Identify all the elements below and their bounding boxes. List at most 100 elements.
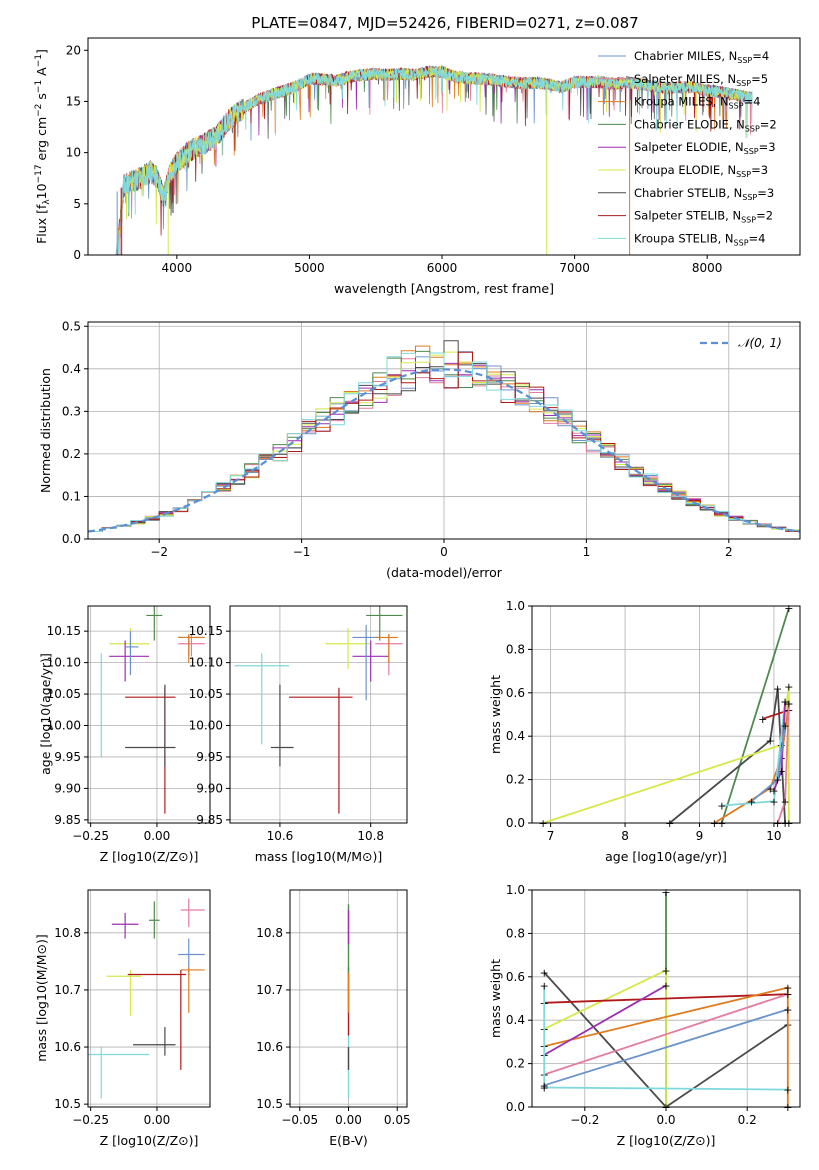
weight-marker: + [540, 966, 549, 979]
y-tick-label: 0.2 [506, 773, 525, 787]
x-tick-label: −0.2 [570, 1113, 599, 1127]
weight-line [773, 701, 786, 791]
y-tick-label: 10.15 [189, 624, 223, 638]
x-tick-label: 7000 [559, 261, 590, 275]
y-axis-label: mass weight [488, 675, 503, 754]
y-tick-label: 10.05 [189, 687, 223, 701]
x-tick-label: 0.00 [144, 1113, 171, 1127]
x-tick-label: 0.0 [656, 1113, 675, 1127]
axes-frame [229, 605, 408, 824]
y-tick-label: 10.05 [47, 687, 81, 701]
x-tick-label: 7 [547, 829, 555, 843]
x-tick-label: 1 [583, 545, 591, 559]
y-tick-label: 1.0 [506, 883, 525, 897]
x-tick-label: 6000 [427, 261, 458, 275]
weight-line [543, 1008, 789, 1087]
x-tick-label: 8000 [692, 261, 723, 275]
weight-marker: + [773, 682, 782, 695]
figure-title: PLATE=0847, MJD=52426, FIBERID=0271, z=0… [251, 14, 638, 32]
axes-frame [87, 37, 801, 256]
x-tick-label: 0 [440, 545, 448, 559]
y-tick-label: 9.90 [54, 781, 81, 795]
weight-marker: + [777, 739, 786, 752]
x-tick-label: −0.05 [281, 1113, 318, 1127]
x-tick-label: 0.2 [738, 1113, 757, 1127]
weight-line [543, 993, 789, 1076]
y-tick-label: 0.4 [62, 362, 81, 376]
y-tick-label: 10.5 [256, 1097, 283, 1111]
x-tick-label: 8 [621, 829, 629, 843]
y-tick-label: 10.10 [189, 656, 223, 670]
y-tick-label: 1.0 [506, 599, 525, 613]
weight-line [751, 725, 786, 802]
axes-frame [87, 605, 211, 824]
legend-label: Salpeter STELIB, NSSP=2 [634, 209, 773, 225]
y-tick-label: 0.0 [506, 816, 525, 830]
x-axis-label: Z [log10(Z/Z⊙)] [617, 1133, 716, 1148]
y-tick-label: 0.3 [62, 404, 81, 418]
y-tick-label: 5 [73, 197, 81, 211]
weight-line [543, 985, 788, 1091]
legend-label: Chabrier MILES, NSSP=4 [634, 49, 769, 65]
weight-marker: + [783, 982, 792, 995]
weight-marker: + [661, 886, 670, 899]
weight-marker: + [766, 782, 775, 795]
x-tick-label: 0.00 [335, 1113, 362, 1127]
weight-line [543, 984, 667, 1056]
weight-marker: + [783, 1003, 792, 1016]
y-tick-label: 10.5 [54, 1097, 81, 1111]
y-tick-label: 9.85 [196, 813, 223, 827]
x-tick-label: 2 [725, 545, 733, 559]
y-tick-label: 0.0 [506, 1100, 525, 1114]
weight-marker: + [747, 795, 756, 808]
weight-marker: + [784, 680, 793, 693]
y-tick-label: 10.8 [54, 926, 81, 940]
x-axis-label: E(B-V) [329, 1133, 368, 1148]
x-tick-label: −2 [150, 545, 168, 559]
weight-marker: + [781, 719, 790, 732]
weight-marker: + [540, 1081, 549, 1094]
y-tick-label: 0.2 [62, 447, 81, 461]
y-tick-label: 0.1 [62, 489, 81, 503]
x-tick-label: 0.05 [384, 1113, 411, 1127]
axes-frame [87, 889, 211, 1108]
weight-marker: + [777, 765, 786, 778]
x-tick-label: 10.6 [267, 829, 294, 843]
x-tick-label: 9 [696, 829, 704, 843]
x-tick-label: −0.25 [72, 1113, 109, 1127]
y-tick-label: 20 [66, 43, 81, 57]
y-axis-label: Flux [fλ10−17 erg cm−2 s−1 A−1] [34, 49, 52, 244]
y-tick-label: 0.0 [62, 532, 81, 546]
weight-marker: + [717, 800, 726, 813]
weight-marker: + [540, 1079, 549, 1092]
legend-label: Chabrier STELIB, NSSP=3 [634, 186, 774, 202]
y-tick-label: 9.95 [54, 750, 81, 764]
weight-marker: + [781, 795, 790, 808]
legend-label: Kroupa ELODIE, NSSP=3 [634, 163, 768, 179]
x-axis-label: (data-model)/error [386, 565, 503, 580]
y-tick-label: 0.5 [62, 319, 81, 333]
weight-line [543, 968, 667, 1107]
axes-frame [531, 605, 801, 824]
x-axis-label: Z [log10(Z/Z⊙)] [100, 1133, 199, 1148]
y-tick-label: 9.85 [54, 813, 81, 827]
x-tick-label: 4000 [162, 261, 193, 275]
y-tick-label: 0 [73, 248, 81, 262]
y-tick-label: 0.8 [506, 926, 525, 940]
x-tick-label: −0.25 [72, 829, 109, 843]
y-tick-label: 10.7 [54, 983, 81, 997]
weight-marker: + [784, 698, 793, 711]
legend-label: Kroupa MILES, NSSP=4 [634, 95, 760, 111]
y-tick-label: 10.10 [47, 656, 81, 670]
weight-marker: + [781, 695, 790, 708]
y-tick-label: 9.95 [196, 750, 223, 764]
y-tick-label: 10.6 [256, 1040, 283, 1054]
legend-label: Chabrier ELODIE, NSSP=2 [634, 117, 777, 133]
weight-marker: + [783, 1084, 792, 1097]
weight-marker: + [540, 979, 549, 992]
weight-marker: + [661, 979, 670, 992]
x-tick-label: 10.8 [357, 829, 384, 843]
spectrum-line [114, 65, 753, 256]
x-axis-label: age [log10(age/yr)] [605, 849, 727, 864]
